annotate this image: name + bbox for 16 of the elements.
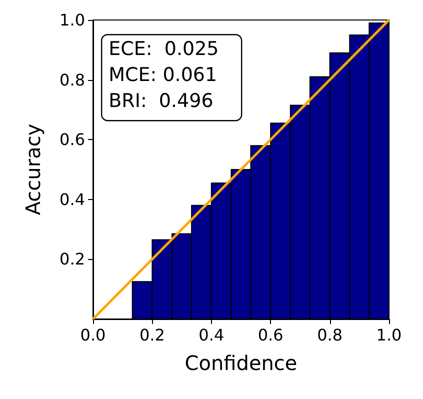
- annotation: MCE: 0.061: [108, 64, 218, 86]
- x-axis-title: Confidence: [184, 351, 298, 375]
- x-tick-label: 0.4: [198, 326, 224, 344]
- x-tick-label: 0.2: [139, 326, 165, 344]
- x-tick-label: 1.0: [376, 326, 402, 344]
- y-tick-label: 0.6: [60, 130, 85, 150]
- y-tick-label: 0.8: [60, 70, 85, 90]
- x-tick-label: 0.0: [80, 326, 106, 344]
- x-tick-label: 0.8: [317, 326, 343, 344]
- annotation: BRI: 0.496: [108, 90, 214, 112]
- y-tick-label: 1.0: [60, 10, 85, 30]
- x-tick-label: 0.6: [258, 326, 284, 344]
- y-tick-label: 0.2: [60, 250, 85, 269]
- y-tick-label: 0.4: [60, 190, 85, 209]
- y-axis-title: Accuracy: [21, 124, 45, 216]
- annotation: ECE: 0.025: [108, 38, 219, 60]
